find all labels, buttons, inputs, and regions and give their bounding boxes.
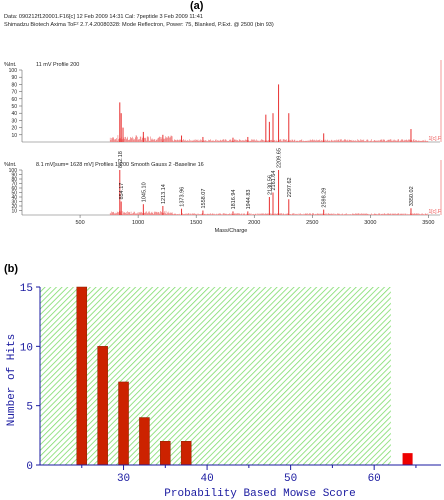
y-tick-label: 80 [11, 82, 17, 88]
peak-label: 1213.14 [161, 184, 167, 204]
histogram-bar [180, 441, 192, 466]
y-tick-label: 60 [11, 186, 17, 192]
y-tick-label: 0 [26, 461, 33, 473]
profile-label: 11 mV Profile 200 [36, 62, 79, 68]
y-tick-label: 20 [11, 204, 17, 210]
mowse-score-histogram: 0 5 10 15 30 40 50 60 Probability Based Mowse Sc… [6, 283, 441, 500]
right-marker: 1[c].F [428, 209, 441, 215]
acquisition-header-line1: Data: 090212f120001.F16[c] 12 Feb 2009 1… [4, 14, 203, 20]
x-tick-label: 1000 [132, 220, 144, 226]
acquisition-header-line2: Shimadzu Biotech Axima ToF² 2.7.4.200803… [4, 22, 274, 28]
y-tick-label: 10 [11, 133, 17, 139]
x-tick-label: 60 [368, 473, 381, 485]
peak-label: 2209.65 [277, 148, 283, 168]
peak-label: 1944.83 [246, 190, 252, 210]
y-axis-label: %Int. [4, 62, 17, 68]
y-tick-label: 90 [11, 173, 17, 179]
peak-label: 1373.96 [180, 187, 186, 207]
panel-b-label: (b) [4, 263, 19, 275]
y-tick-label: 50 [11, 104, 17, 110]
peak-label: 3350.02 [409, 186, 415, 206]
y-axis-label: Number of Hits [6, 334, 18, 426]
x-tick-label: 2000 [248, 220, 260, 226]
peak-label: 2598.29 [322, 188, 328, 208]
right-marker: 1[c].F [428, 136, 441, 142]
x-tick-label: 50 [284, 473, 297, 485]
y-tick-label: 80 [11, 177, 17, 183]
spectrum-noise [109, 210, 429, 215]
y-tick-label: 50 [11, 191, 17, 197]
histogram-bar [118, 381, 129, 466]
y-tick-label: 40 [11, 111, 17, 117]
peak-label: 1045.10 [141, 182, 147, 202]
x-tick-label: 40 [200, 473, 213, 485]
peak-label: 2161.64 [271, 171, 277, 191]
peak-label: 2130.56 [267, 175, 273, 195]
y-tick-label: 20 [11, 126, 17, 132]
histogram-bar [97, 346, 108, 466]
y-tick-label: 5 [26, 402, 33, 414]
processed-spectrum-plot: %Int. 8.1 mV[sum= 1628 mV] Profiles 1-200… [4, 148, 442, 234]
y-tick-label: 40 [11, 195, 17, 201]
x-axis-label: Probability Based Mowse Score [164, 488, 355, 500]
peak-label: 842.18 [118, 151, 124, 168]
y-axis-label: %Int. [4, 162, 17, 168]
peak-label: 2297.62 [287, 177, 293, 197]
y-tick-label: 30 [11, 118, 17, 124]
peak-label: 1816.94 [231, 190, 237, 210]
y-tick-label: 30 [11, 200, 17, 206]
histogram-bar [139, 417, 150, 466]
y-tick-label: 70 [11, 90, 17, 96]
y-tick-label: 90 [11, 75, 17, 81]
x-tick-label: 3000 [364, 220, 376, 226]
x-tick-label: 1500 [190, 220, 202, 226]
non-significant-region [40, 287, 391, 465]
x-axis-label: Mass/Charge [215, 228, 248, 234]
peak-label: 1558.07 [201, 189, 207, 209]
histogram-bar [160, 441, 171, 466]
histogram-bar [76, 286, 88, 466]
y-tick-label: 15 [20, 283, 33, 295]
y-tick-label: 60 [11, 97, 17, 103]
y-tick-label: 100 [9, 68, 18, 74]
x-tick-label: 500 [75, 220, 84, 226]
x-tick-label: 30 [117, 473, 130, 485]
y-tick-label: 10 [20, 342, 33, 354]
x-tick-label: 2500 [306, 220, 318, 226]
y-tick-label: 100 [9, 168, 18, 174]
y-tick-label: 70 [11, 182, 17, 188]
panel-a-label: (a) [190, 0, 204, 12]
x-tick-label: 3500 [422, 220, 434, 226]
spectrum-noise [109, 135, 429, 142]
peak-label: 854.17 [119, 183, 125, 200]
profile-label: 8.1 mV[sum= 1628 mV] Profiles 1-200 Smoo… [36, 162, 204, 168]
top-hit-bar [402, 453, 413, 465]
y-tick-label: 10 [11, 209, 17, 215]
